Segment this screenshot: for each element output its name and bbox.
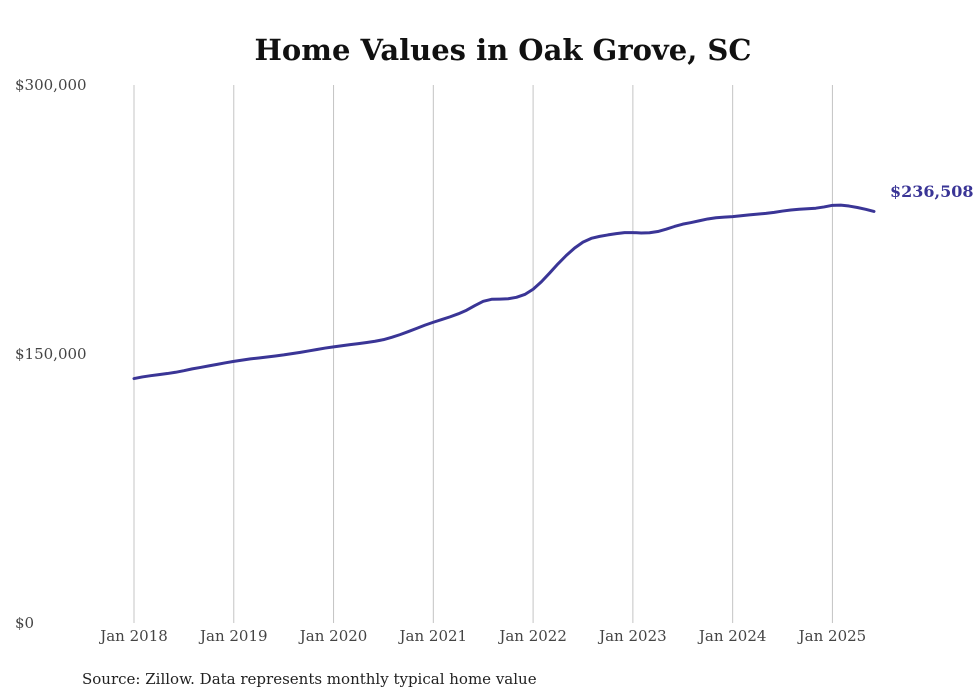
x-tick-label: Jan 2021 <box>398 627 468 645</box>
source-note: Source: Zillow. Data represents monthly … <box>82 670 537 688</box>
series-lines <box>132 203 876 381</box>
y-axis-ticks: $0 $150,000 $300,000 <box>15 76 87 632</box>
x-tick-label: Jan 2024 <box>697 627 767 645</box>
x-tick-label: Jan 2020 <box>298 627 368 645</box>
gridlines <box>133 85 833 623</box>
last-value-label: $236,508 <box>890 182 974 201</box>
y-tick-label: $0 <box>15 614 34 632</box>
x-tick-label: Jan 2023 <box>597 627 667 645</box>
x-tick-label: Jan 2022 <box>497 627 567 645</box>
y-tick-label: $150,000 <box>15 345 87 363</box>
x-tick-label: Jan 2019 <box>198 627 268 645</box>
x-axis-ticks: Jan 2018 Jan 2019 Jan 2020 Jan 2021 Jan 2022… <box>98 627 866 645</box>
x-tick-label: Jan 2018 <box>98 627 168 645</box>
chart-title: Home Values in Oak Grove, SC <box>255 33 752 67</box>
series-line <box>132 203 876 381</box>
x-tick-label: Jan 2025 <box>797 627 867 645</box>
y-tick-label: $300,000 <box>15 76 87 94</box>
